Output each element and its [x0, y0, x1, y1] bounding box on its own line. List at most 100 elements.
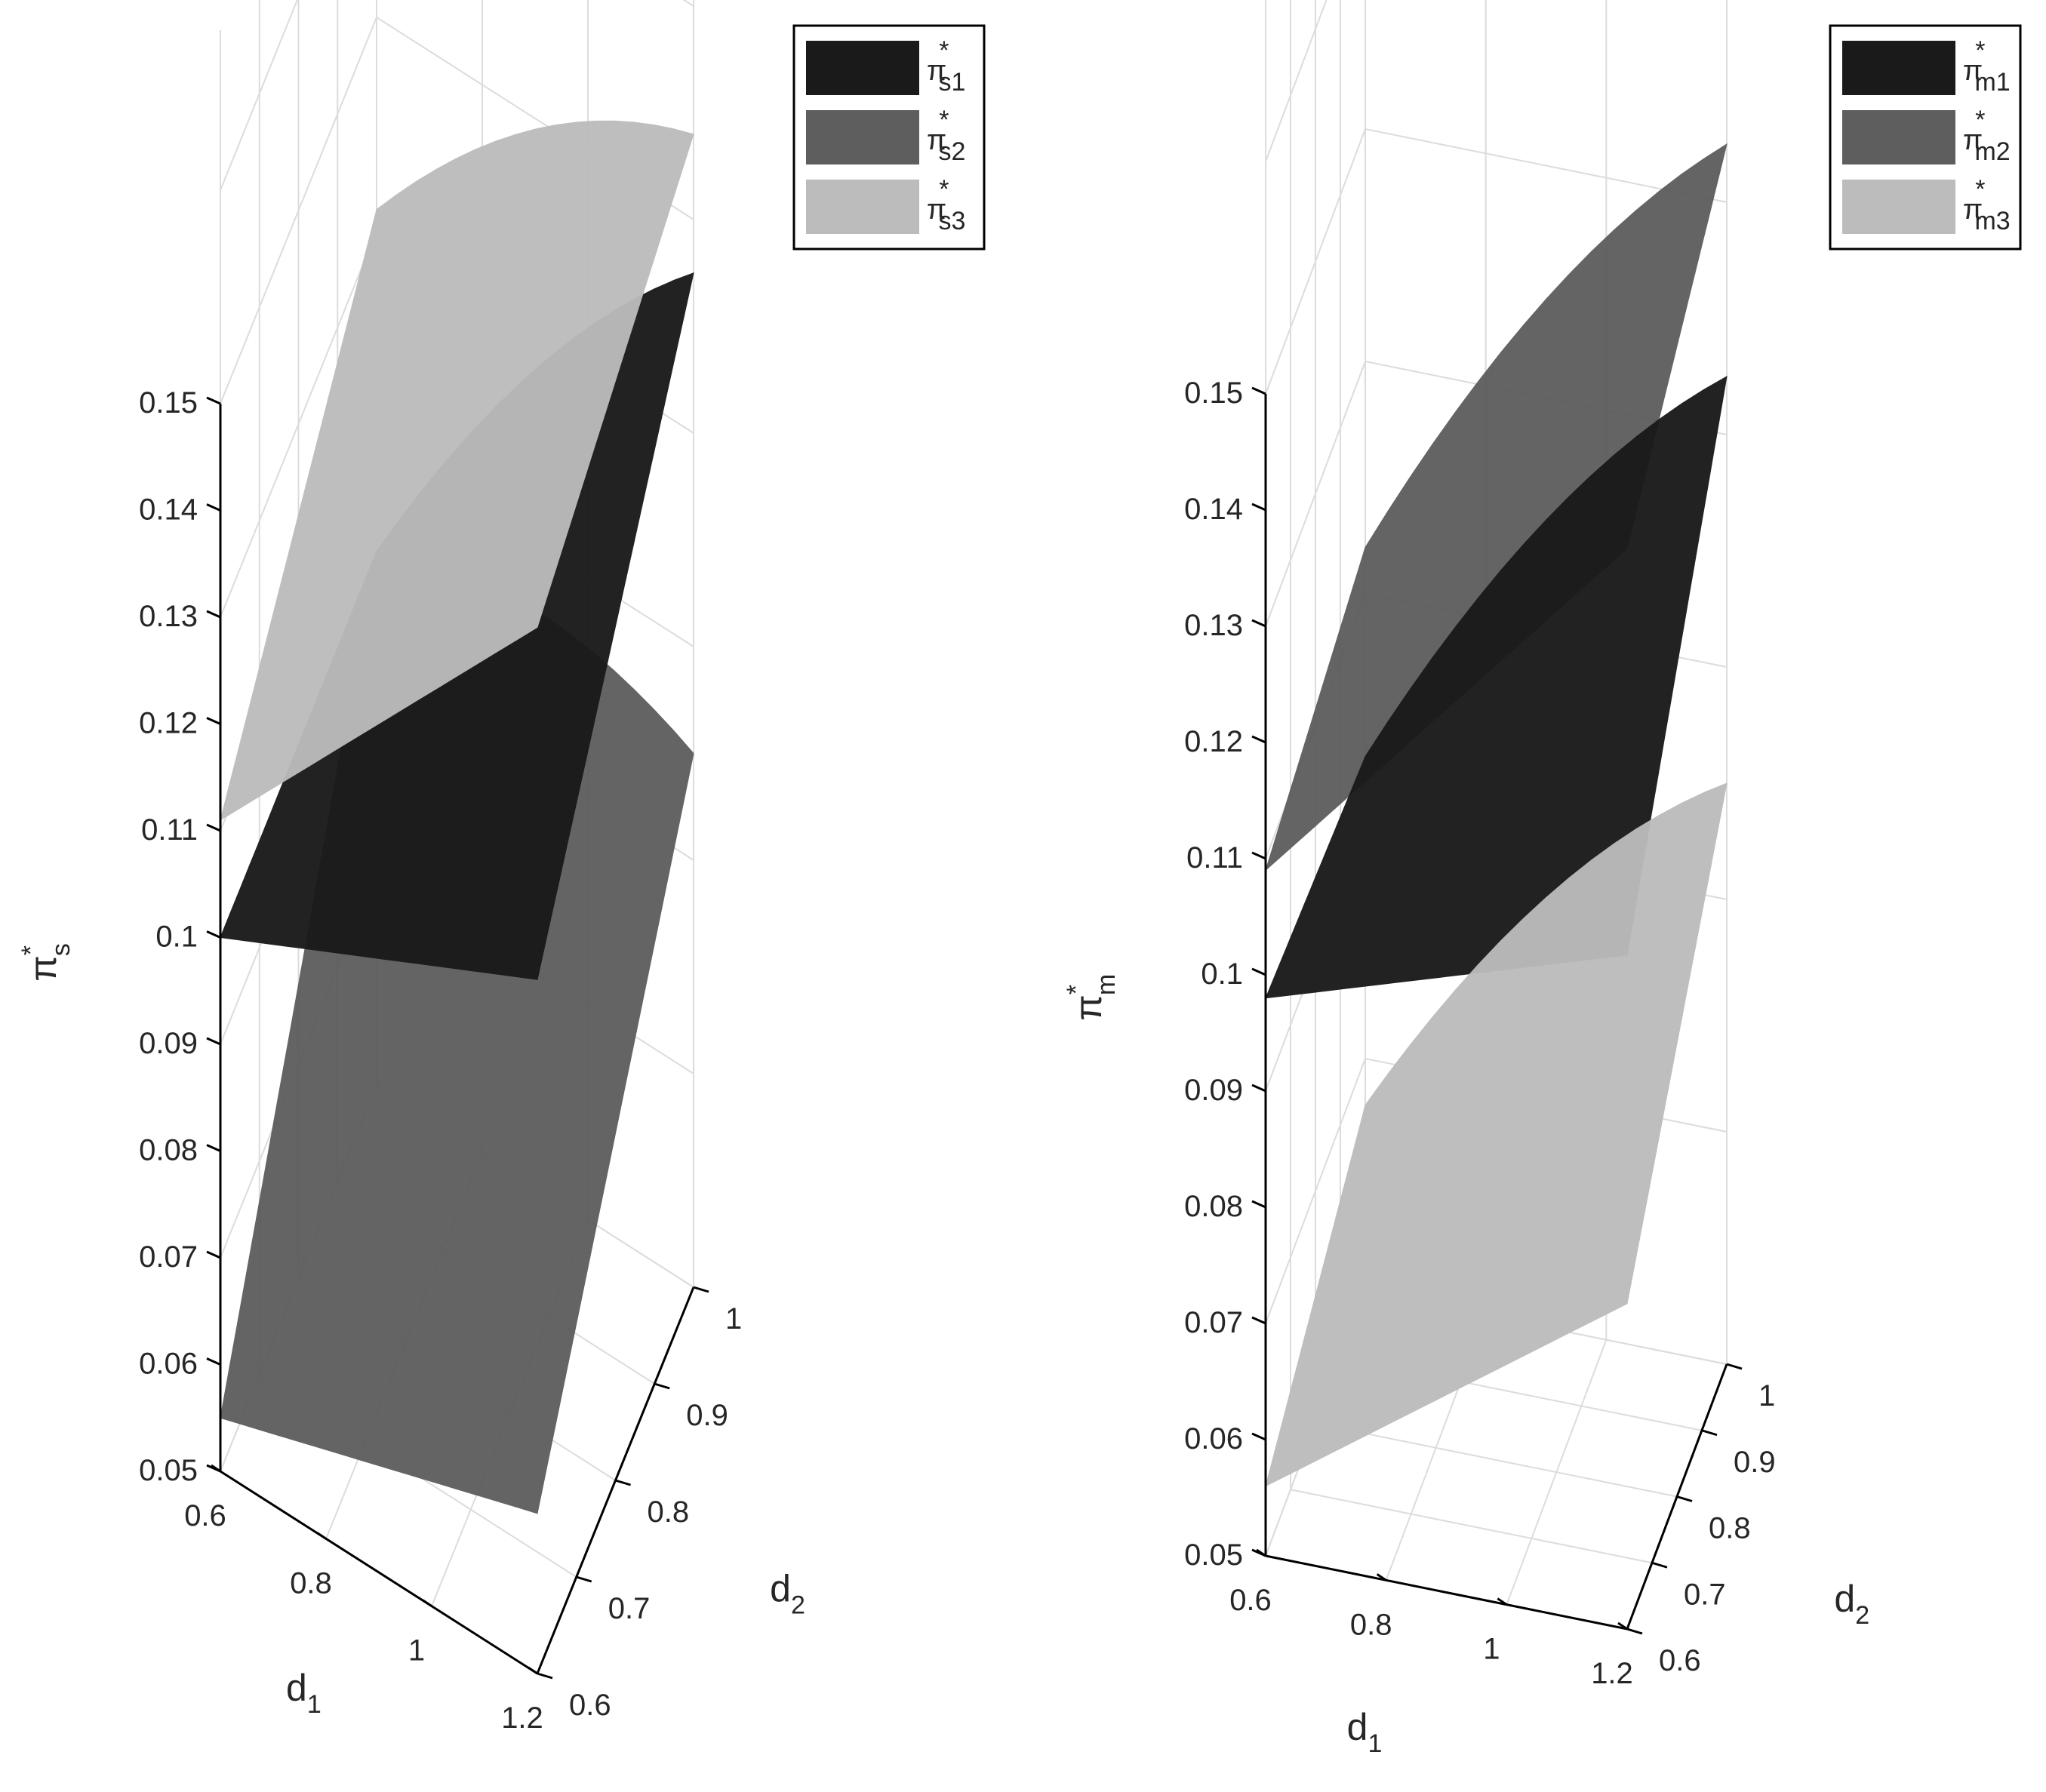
z-axis-label-sub: s: [47, 943, 75, 956]
x-axis-label-sub: 1: [1368, 1729, 1382, 1758]
z-tick-label: 0.13: [1184, 609, 1243, 642]
grid-line-z: [220, 0, 694, 191]
y-tick: [1701, 1429, 1718, 1437]
z-tick: [1251, 386, 1266, 395]
z-tick-label: 0.12: [1184, 725, 1243, 758]
x-tick: [1617, 1621, 1628, 1631]
y-tick-label: 0.6: [1659, 1644, 1701, 1677]
y-axis-label: d2: [1834, 1578, 1869, 1630]
legend-label-sub: m2: [1974, 137, 2010, 166]
y-tick: [615, 1479, 631, 1486]
z-tick-label: 0.12: [139, 707, 198, 740]
legend-label-sup: *: [1975, 175, 1985, 204]
legend-label-sub: m1: [1974, 68, 2010, 97]
surface-s3: [220, 120, 694, 821]
z-tick-label: 0.05: [1184, 1538, 1243, 1572]
legend: π* s1π* s2π* s3: [792, 24, 986, 251]
y-tick: [1626, 1628, 1643, 1635]
surfaces: [1264, 143, 1728, 1487]
y-tick: [1726, 1363, 1743, 1370]
x-tick: [1376, 1573, 1387, 1581]
y-tick-label: 0.7: [608, 1592, 651, 1625]
y-tick: [693, 1286, 709, 1293]
y-tick: [1651, 1561, 1668, 1569]
legend-swatch-s2: [806, 110, 919, 164]
legend-label-sup: *: [939, 106, 949, 134]
x-tick: [1497, 1597, 1508, 1606]
z-tick-label: 0.08: [1184, 1190, 1243, 1223]
x-axis-label: d1: [286, 1667, 322, 1719]
z-tick: [206, 1250, 221, 1259]
z-tick: [1251, 735, 1266, 744]
legend-label-sup: *: [1975, 106, 1985, 134]
z-tick-label: 0.06: [139, 1348, 198, 1381]
legend: π* m1π* m2π* m3: [1829, 24, 2022, 251]
z-tick: [206, 1357, 221, 1366]
z-tick: [1251, 851, 1266, 860]
z-tick-label: 0.06: [1184, 1422, 1243, 1455]
legend-label-sub: m3: [1974, 207, 2010, 235]
z-axis-label-sup: *: [1062, 985, 1091, 994]
z-axis-label: π*s: [17, 943, 75, 982]
grid-line-z: [1265, 0, 1328, 162]
floor-grid-y: [1315, 1422, 1678, 1498]
z-tick-label: 0.13: [139, 600, 198, 633]
z-tick-label: 0.07: [1184, 1306, 1243, 1339]
x-tick-label: 1.2: [1591, 1657, 1633, 1690]
floor-grid-y: [1290, 1489, 1653, 1564]
legend-label-sub: s3: [938, 207, 965, 235]
z-tick-label: 0.15: [139, 386, 198, 420]
y-tick-label: 0.9: [686, 1399, 728, 1432]
z-tick: [206, 1037, 221, 1046]
y-tick-label: 0.7: [1684, 1578, 1726, 1611]
z-tick: [1251, 1200, 1266, 1209]
z-tick: [206, 823, 221, 832]
z-tick: [206, 610, 221, 619]
z-tick-label: 0.14: [139, 493, 198, 527]
x-tick-label: 1: [1483, 1633, 1500, 1666]
axes: 0.05 0.06 0.07 0.08 0.09 0.1 0.11 0.12 0.13 0.14 0…: [17, 386, 805, 1735]
y-axis-label-sub: 2: [1855, 1601, 1869, 1630]
y-tick: [576, 1575, 592, 1583]
x-tick-label: 0.8: [290, 1566, 332, 1600]
x-tick-label: 1.2: [501, 1701, 543, 1735]
z-tick-label: 0.15: [1184, 377, 1243, 410]
grid-line-z: [1265, 128, 1728, 395]
legend-label-sup: *: [939, 175, 949, 204]
legend-label-sub: s2: [938, 137, 965, 166]
z-axis-label: π*m: [1062, 974, 1121, 1021]
y-tick: [537, 1672, 553, 1680]
z-tick: [206, 717, 221, 725]
x-tick: [316, 1532, 327, 1540]
z-tick: [1251, 1083, 1266, 1093]
surfaces: [220, 120, 694, 1514]
z-tick-label: 0.11: [1186, 841, 1243, 874]
legend-swatch-m2: [1842, 110, 1955, 164]
legend-swatch-s3: [806, 180, 919, 234]
y-tick-label: 1: [725, 1302, 742, 1336]
legend-label-sub: s1: [938, 68, 965, 97]
x-axis-line: [220, 1470, 538, 1675]
z-tick-label: 0.1: [1201, 957, 1243, 991]
y-tick: [654, 1382, 670, 1390]
y-tick-label: 0.8: [1709, 1512, 1751, 1545]
z-tick: [1251, 967, 1266, 976]
x-tick-label: 0.8: [1350, 1608, 1392, 1641]
y-tick-label: 1: [1758, 1379, 1775, 1412]
z-tick: [1251, 619, 1266, 628]
legend-label-sup: *: [1975, 36, 1985, 65]
x-tick: [422, 1599, 432, 1607]
x-axis-label-sub: 1: [307, 1690, 322, 1719]
surface-m3: [1265, 782, 1728, 1487]
x-axis-line: [1265, 1554, 1628, 1631]
x-tick-label: 1: [408, 1634, 425, 1668]
z-tick: [206, 1144, 221, 1152]
z-tick-label: 0.11: [141, 813, 198, 847]
x-tick: [528, 1666, 538, 1675]
x-tick-label: 0.6: [184, 1499, 226, 1532]
z-axis-label-sub: m: [1092, 974, 1121, 995]
z-tick: [1251, 503, 1266, 512]
x-tick: [1256, 1548, 1266, 1557]
right-surface-plot: 0.05 0.06 0.07 0.08 0.09 0.1 0.11 0.12 0.13 0.14 0…: [1062, 0, 2022, 1758]
axes: 0.05 0.06 0.07 0.08 0.09 0.1 0.11 0.12 0.13 0.14 0…: [1062, 377, 1869, 1758]
